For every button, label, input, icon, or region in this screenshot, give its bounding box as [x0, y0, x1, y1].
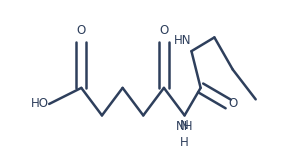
Text: NH: NH	[176, 120, 193, 133]
Text: H: H	[180, 136, 189, 149]
Text: HO: HO	[31, 98, 49, 110]
Text: N: N	[180, 119, 189, 132]
Text: O: O	[228, 98, 238, 110]
Text: O: O	[77, 24, 86, 37]
Text: O: O	[159, 24, 169, 37]
Text: HN: HN	[174, 34, 191, 47]
